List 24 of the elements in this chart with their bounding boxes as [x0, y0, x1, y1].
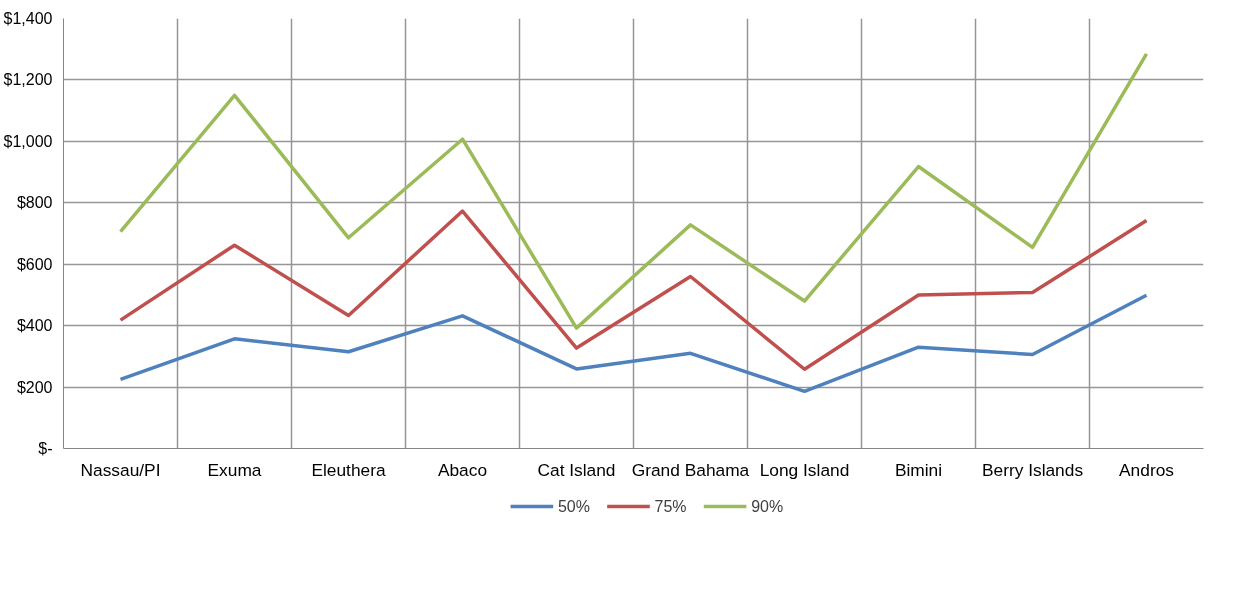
x-tick-label: Bimini [894, 459, 943, 480]
x-tick-label: Long Island [759, 459, 850, 480]
line-series [118, 52, 1149, 330]
legend-label: 50% [557, 498, 590, 515]
x-tick-label: Nassau/PI [80, 459, 161, 480]
y-tick-label: $800 [16, 194, 53, 212]
legend-label: 90% [751, 498, 784, 515]
x-tick-label: Grand Bahama [631, 459, 750, 480]
line-series [118, 293, 1149, 394]
x-tick-label: Berry Islands [981, 459, 1084, 480]
legend-label: 75% [654, 498, 687, 515]
y-tick-label: $600 [16, 255, 53, 273]
x-tick-label: Exuma [207, 459, 262, 480]
y-tick-label: $1,200 [3, 71, 53, 89]
y-tick-label: $400 [16, 317, 53, 335]
x-tick-label: Abaco [437, 459, 488, 480]
y-tick-label: $200 [16, 378, 53, 396]
line-series [118, 209, 1149, 372]
y-tick-label: $1,400 [3, 10, 53, 27]
x-tick-label: Cat Island [537, 459, 616, 480]
y-tick-label: $1,000 [3, 132, 53, 150]
y-tick-label: $- [38, 440, 53, 457]
x-tick-label: Andros [1119, 459, 1175, 480]
x-tick-label: Eleuthera [311, 459, 386, 480]
